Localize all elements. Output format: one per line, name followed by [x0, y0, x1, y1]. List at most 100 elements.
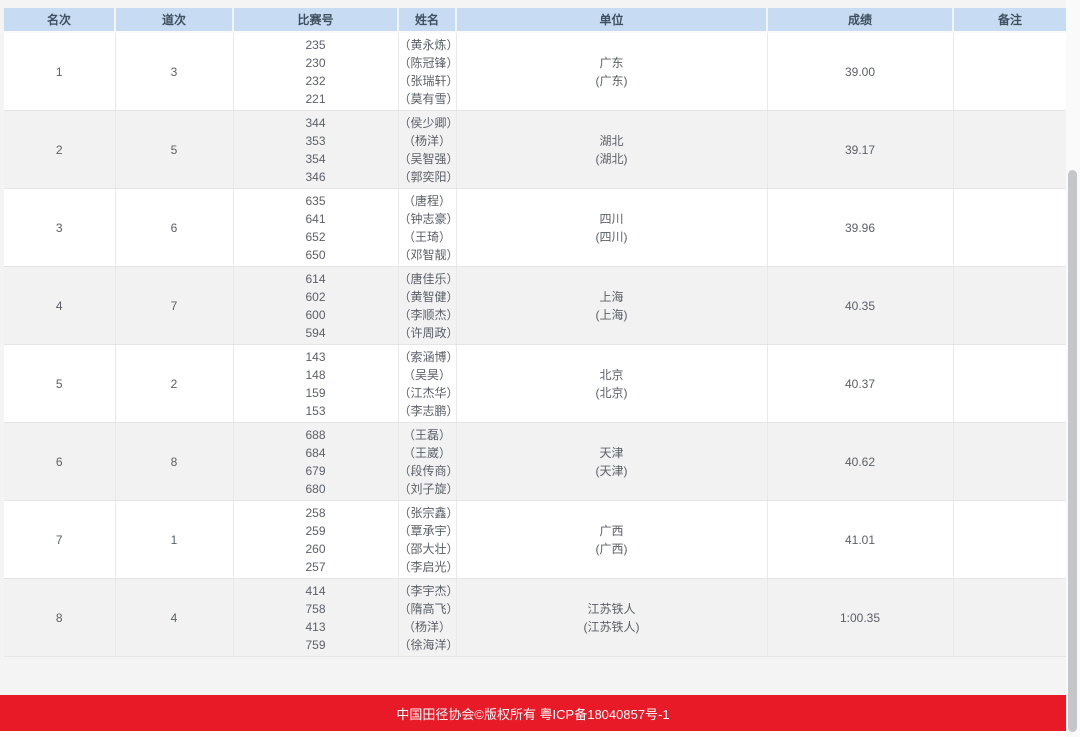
- cell-line: （杨洋）: [402, 619, 451, 634]
- scrollbar-thumb[interactable]: [1068, 170, 1077, 732]
- table-row: 5 2 143 148 159 153 （索涵博） （吴昊） （江杰华） （李志鹏） 北京 (北京) 4…: [4, 344, 1066, 423]
- remark-cell: [953, 344, 1066, 423]
- result-cell: 39.17: [767, 110, 954, 189]
- cell-line: (广西): [595, 541, 628, 556]
- cell-line: （郭奕阳）: [398, 169, 459, 184]
- cell-line: 414: [305, 583, 326, 598]
- rank-cell: 2: [4, 110, 116, 189]
- remark-cell: [953, 500, 1066, 579]
- bib-cell: 688 684 679 680: [233, 422, 399, 501]
- col-header-rank: 名次: [4, 8, 116, 33]
- cell-line: 江苏铁人: [587, 601, 636, 616]
- cell-line: （许周政）: [398, 325, 459, 340]
- cell-line: （张瑞轩）: [398, 73, 459, 88]
- cell-line: 5: [170, 142, 178, 157]
- cell-line: 221: [305, 91, 326, 106]
- cell-line: 40.37: [844, 376, 876, 391]
- scrollbar-track[interactable]: [1066, 0, 1080, 737]
- names-cell: （王磊） （王崴） （段传商） （刘子旋）: [398, 422, 459, 501]
- cell-line: 684: [305, 445, 326, 460]
- cell-line: 759: [305, 637, 326, 652]
- cell-line: 153: [305, 403, 326, 418]
- cell-line: 2: [55, 142, 63, 157]
- team-cell: 广西 (广西): [456, 500, 768, 579]
- cell-line: （段传商）: [398, 463, 459, 478]
- cell-line: (四川): [595, 229, 628, 244]
- cell-line: 41.01: [844, 532, 876, 547]
- rank-cell: 6: [4, 422, 116, 501]
- cell-line: 6: [55, 454, 63, 469]
- cell-line: （唐程）: [402, 193, 451, 208]
- bib-cell: 344 353 354 346: [233, 110, 399, 189]
- cell-line: 8: [170, 454, 178, 469]
- lane-cell: 8: [115, 422, 234, 501]
- lane-cell: 1: [115, 500, 234, 579]
- lane-cell: 5: [115, 110, 234, 189]
- rank-cell: 5: [4, 344, 116, 423]
- remark-cell: [953, 266, 1066, 345]
- table-header-row: 名次 道次 比赛号 姓名 单位 成绩 备注: [4, 8, 1066, 33]
- cell-line: 1: [170, 532, 178, 547]
- results-table: 名次 道次 比赛号 姓名 单位 成绩 备注 1 3 235 230 232 221 （黄永炼…: [4, 8, 1066, 657]
- col-header-remark: 备注: [953, 8, 1066, 33]
- cell-line: 353: [305, 133, 326, 148]
- names-cell: （张宗鑫） （覃承宇） （邵大壮） （李启光）: [398, 500, 459, 579]
- cell-line: （李志鹏）: [398, 403, 459, 418]
- bib-cell: 635 641 652 650: [233, 188, 399, 267]
- cell-line: 143: [305, 349, 326, 364]
- cell-line: (江苏铁人): [583, 619, 640, 634]
- result-cell: 1:00.35: [767, 578, 954, 657]
- team-cell: 湖北 (湖北): [456, 110, 768, 189]
- cell-line: 四川: [599, 211, 624, 226]
- cell-line: 湖北: [599, 133, 624, 148]
- cell-line: 6: [170, 220, 178, 235]
- cell-line: （徐海洋）: [398, 637, 459, 652]
- cell-line: 258: [305, 505, 326, 520]
- cell-line: 7: [170, 298, 178, 313]
- cell-line: （覃承宇）: [398, 523, 459, 538]
- cell-line: 上海: [599, 289, 624, 304]
- cell-line: 230: [305, 55, 326, 70]
- cell-line: 257: [305, 559, 326, 574]
- cell-line: 758: [305, 601, 326, 616]
- result-cell: 40.37: [767, 344, 954, 423]
- cell-line: （钟志豪）: [398, 211, 459, 226]
- rank-cell: 7: [4, 500, 116, 579]
- cell-line: (天津): [595, 463, 628, 478]
- cell-line: 232: [305, 73, 326, 88]
- bib-cell: 235 230 232 221: [233, 32, 399, 111]
- table-row: 6 8 688 684 679 680 （王磊） （王崴） （段传商） （刘子旋） 天津 (天津) 40…: [4, 422, 1066, 501]
- cell-line: 346: [305, 169, 326, 184]
- cell-line: 40.35: [844, 298, 876, 313]
- cell-line: （李启光）: [398, 559, 459, 574]
- rank-cell: 8: [4, 578, 116, 657]
- cell-line: 688: [305, 427, 326, 442]
- cell-line: 602: [305, 289, 326, 304]
- team-cell: 江苏铁人 (江苏铁人): [456, 578, 768, 657]
- table-row: 3 6 635 641 652 650 （唐程） （钟志豪） （王琦） （邓智靓） 四川 (四川) 39…: [4, 188, 1066, 267]
- lane-cell: 7: [115, 266, 234, 345]
- remark-cell: [953, 32, 1066, 111]
- rank-cell: 3: [4, 188, 116, 267]
- cell-line: 3: [170, 64, 178, 79]
- result-cell: 40.62: [767, 422, 954, 501]
- cell-line: 641: [305, 211, 326, 226]
- bib-cell: 258 259 260 257: [233, 500, 399, 579]
- cell-line: 4: [170, 610, 178, 625]
- cell-line: 北京: [599, 367, 624, 382]
- names-cell: （侯少卿） （杨洋） （吴智强） （郭奕阳）: [398, 110, 459, 189]
- cell-line: (上海): [595, 307, 628, 322]
- cell-line: 650: [305, 247, 326, 262]
- cell-line: （吴智强）: [398, 151, 459, 166]
- table-row: 8 4 414 758 413 759 （李宇杰） （隋高飞） （杨洋） （徐海洋） 江苏铁人 (江苏…: [4, 578, 1066, 657]
- cell-line: 635: [305, 193, 326, 208]
- cell-line: 594: [305, 325, 326, 340]
- cell-line: 39.00: [844, 64, 876, 79]
- result-cell: 41.01: [767, 500, 954, 579]
- cell-line: （王琦）: [402, 229, 451, 244]
- cell-line: 652: [305, 229, 326, 244]
- cell-line: 2: [170, 376, 178, 391]
- bib-cell: 143 148 159 153: [233, 344, 399, 423]
- cell-line: （侯少卿）: [398, 115, 459, 130]
- cell-line: 159: [305, 385, 326, 400]
